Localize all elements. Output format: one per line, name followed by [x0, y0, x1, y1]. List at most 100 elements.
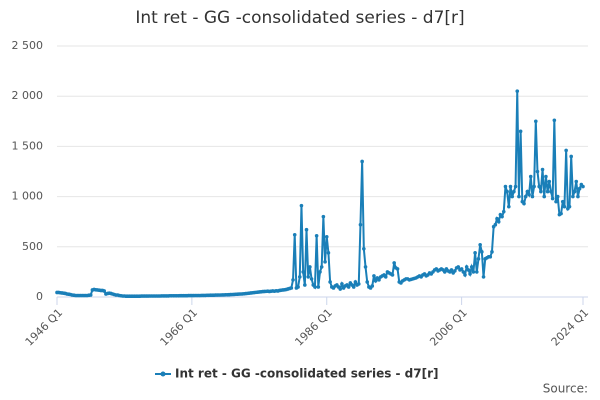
point — [390, 273, 395, 277]
point — [569, 154, 573, 159]
point — [309, 277, 314, 281]
point — [500, 214, 504, 219]
point — [518, 129, 523, 134]
y-tick-label: 2 500 — [12, 39, 44, 52]
point — [292, 232, 297, 237]
point — [513, 184, 518, 189]
point — [559, 211, 563, 216]
point — [547, 179, 552, 184]
point — [370, 284, 375, 288]
point — [572, 189, 577, 194]
point — [537, 184, 541, 189]
point — [545, 189, 550, 194]
point — [571, 194, 575, 199]
point — [481, 275, 486, 279]
point — [383, 275, 388, 279]
point — [321, 214, 326, 219]
x-tick-label: 1986 Q1 — [292, 306, 335, 349]
point — [469, 265, 474, 269]
point — [507, 204, 511, 209]
point — [552, 118, 557, 123]
point — [318, 270, 322, 274]
point — [505, 189, 509, 194]
source: Source: — [543, 382, 588, 396]
point — [301, 270, 305, 274]
point — [360, 159, 364, 164]
point — [523, 194, 528, 199]
point — [512, 189, 516, 194]
point — [535, 169, 540, 174]
point — [463, 273, 467, 277]
point — [326, 251, 331, 255]
y-tick-label: 2 000 — [12, 89, 44, 102]
point — [356, 282, 361, 286]
point — [508, 184, 513, 189]
point — [567, 204, 572, 209]
point — [510, 194, 514, 199]
point — [353, 280, 358, 284]
point — [555, 194, 560, 199]
point — [306, 275, 310, 279]
legend-label: Int ret - GG -consolidated series - d7[r… — [175, 367, 439, 381]
point — [453, 269, 457, 273]
point — [88, 293, 93, 297]
point — [316, 285, 321, 289]
point — [493, 222, 498, 227]
point — [522, 201, 526, 206]
point — [554, 199, 558, 204]
point — [102, 289, 107, 293]
point — [488, 255, 493, 259]
point — [456, 265, 461, 269]
point — [464, 265, 469, 269]
point — [461, 270, 466, 274]
point — [291, 278, 295, 282]
point — [303, 283, 307, 287]
legend-marker — [160, 371, 166, 377]
point — [532, 184, 536, 189]
point — [528, 174, 533, 179]
point — [314, 233, 319, 238]
point — [517, 194, 521, 199]
point — [476, 257, 481, 261]
point — [373, 279, 378, 283]
point — [544, 174, 548, 179]
point — [392, 261, 396, 265]
series-line — [57, 91, 584, 298]
point — [542, 194, 547, 199]
point — [539, 189, 543, 194]
point — [362, 247, 366, 251]
point — [442, 270, 447, 274]
point — [525, 189, 530, 194]
point — [338, 287, 343, 291]
y-tick-label: 0 — [36, 290, 43, 303]
point — [296, 285, 300, 289]
x-tick-label: 2024 Q1 — [549, 306, 592, 349]
point — [328, 280, 332, 284]
point — [319, 265, 324, 269]
point — [496, 219, 501, 224]
point — [576, 194, 580, 199]
point — [564, 148, 568, 153]
point — [340, 282, 344, 286]
point — [324, 234, 329, 239]
point — [473, 251, 477, 255]
point — [527, 192, 531, 197]
point — [449, 268, 454, 272]
y-tick-label: 1 000 — [12, 190, 44, 203]
chart-title: Int ret - GG -consolidated series - d7[r… — [135, 8, 464, 28]
point — [459, 267, 464, 271]
point — [478, 242, 482, 247]
point — [377, 278, 381, 282]
point — [560, 199, 565, 204]
y-tick-label: 500 — [22, 240, 43, 253]
point — [323, 260, 327, 264]
point — [351, 285, 356, 289]
point — [530, 194, 535, 199]
point — [581, 184, 585, 189]
point — [346, 285, 351, 289]
point — [533, 119, 538, 124]
x-tick-label: 1966 Q1 — [158, 306, 201, 349]
point — [495, 216, 499, 221]
point — [358, 222, 363, 227]
